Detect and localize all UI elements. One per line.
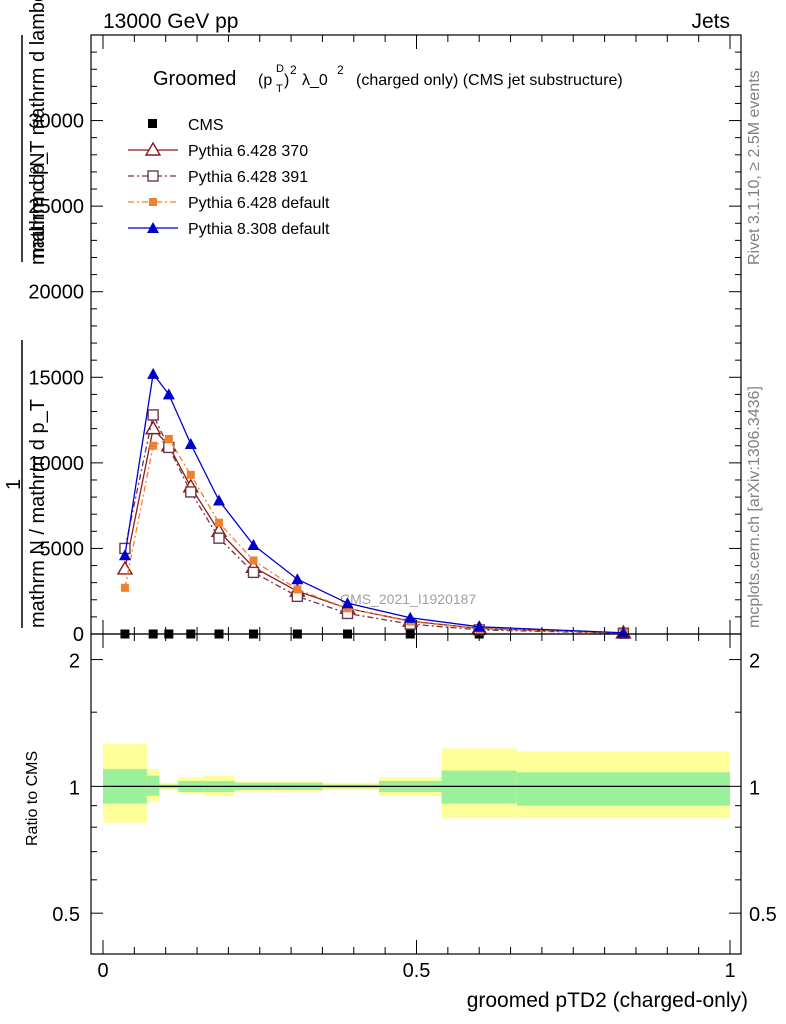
data-point — [184, 438, 197, 450]
data-point — [147, 409, 159, 421]
data-point — [343, 604, 352, 613]
main-y-tick-label: 5000 — [40, 538, 85, 560]
side-rivet-label: Rivet 3.1.10, ≥ 2.5M events — [746, 70, 763, 265]
legend-entry-pythia6-default: Pythia 6.428 default — [128, 195, 330, 212]
main-y-tick-label: 10000 — [28, 453, 84, 475]
x-tick-label: 0 — [97, 960, 108, 982]
data-point — [247, 539, 260, 551]
legend-marker-pythia6-default — [149, 198, 157, 206]
main-y-tick-label: 0 — [73, 624, 84, 646]
main-y-axis-label: mathrm d²N mathrm d p_T mathrm d lambda … — [3, 0, 49, 628]
data-point — [212, 494, 225, 506]
header-left-label: 13000 GeV pp — [103, 10, 238, 33]
analysis-watermark: CMS_2021_I1920187 — [340, 591, 476, 607]
legend-marker-pythia6-370 — [144, 141, 162, 156]
title-d-sup: D — [276, 63, 284, 75]
legend-entry-pythia6-391: Pythia 6.428 391 — [128, 169, 308, 186]
legend-label-pythia6-default: Pythia 6.428 default — [188, 195, 330, 212]
data-point — [249, 556, 258, 565]
data-point — [186, 470, 195, 479]
data-point — [291, 573, 304, 585]
title-close-paren: ) — [284, 72, 289, 89]
ylabel-norm: mathrm N / mathrm d p_T — [27, 399, 49, 628]
ratio-x-axis: 0 0.5 1 — [97, 634, 736, 982]
legend-marker-pythia6-391 — [147, 170, 159, 182]
ratio-band-stat — [441, 770, 517, 804]
ratio-bands — [103, 744, 730, 823]
main-y-axis: 0 5000 10000 15000 20000 25000 30000 — [28, 51, 741, 646]
ylabel-one: 1 — [3, 479, 25, 490]
main-y-tick-label: 30000 — [28, 111, 84, 133]
main-y-tick-label: 25000 — [28, 196, 84, 218]
title-lambda: λ_0 — [302, 72, 328, 89]
series-4 — [118, 367, 630, 638]
main-x-axis — [102, 35, 731, 634]
ylabel-numerator: mathrm d²N — [27, 152, 49, 258]
data-point — [162, 388, 175, 400]
ratio-y-tick-label-right: 2 — [749, 651, 760, 673]
main-y-tick-label: 20000 — [28, 282, 84, 304]
data-point — [473, 620, 486, 632]
side-mcplots-label: mcplots.cern.ch [arXiv:1306.3436] — [746, 386, 763, 628]
data-point — [147, 367, 160, 379]
ratio-y-tick-label: 1 — [69, 777, 80, 799]
ratio-band-stat — [146, 775, 160, 796]
ratio-band-stat — [516, 772, 730, 806]
x-axis-label: groomed pTD2 (charged-only) — [467, 989, 748, 1012]
data-point — [341, 597, 354, 609]
data-point — [247, 566, 260, 579]
title-groomed: Groomed — [153, 68, 236, 90]
x-tick-label: 0.5 — [403, 960, 431, 982]
data-point — [404, 611, 417, 623]
data-point — [164, 434, 173, 443]
title-sup-2a: 2 — [290, 63, 297, 77]
legend-entry-pythia6-370: Pythia 6.428 370 — [128, 141, 308, 160]
data-point — [293, 585, 302, 594]
ylabel-denominator: mathrm d p_T mathrm d lambda — [27, 0, 49, 265]
legend-label-pythia8-default: Pythia 8.308 default — [188, 221, 330, 238]
title-t-sub: T — [276, 83, 283, 95]
legend-label-cms: CMS — [188, 117, 224, 134]
legend-entry-pythia8-default: Pythia 8.308 default — [128, 221, 330, 238]
ratio-y-axis-label: Ratio to CMS — [24, 751, 41, 846]
data-point — [149, 441, 158, 450]
ratio-y-tick-label: 0.5 — [52, 904, 80, 926]
legend-marker-pythia8-default — [147, 222, 159, 233]
plot-title: Groomed (p D T ) 2 λ_0 2 (charged only) … — [153, 63, 623, 95]
legend-entry-cms: CMS — [148, 117, 224, 134]
title-p: (p — [258, 72, 272, 89]
data-point — [144, 420, 162, 435]
legend: CMS Pythia 6.428 370 Pythia 6.428 391 Py… — [128, 117, 330, 238]
ratio-y-tick-label-right: 1 — [749, 777, 760, 799]
legend-label-pythia6-391: Pythia 6.428 391 — [188, 169, 308, 186]
data-point — [213, 532, 225, 544]
x-tick-label: 1 — [724, 960, 735, 982]
data-point — [118, 549, 131, 561]
data-point — [185, 486, 197, 498]
title-sup-2b: 2 — [337, 63, 344, 77]
title-tail: (charged only) (CMS jet substructure) — [356, 72, 623, 89]
ratio-y-tick-label: 2 — [69, 651, 80, 673]
data-point — [617, 626, 630, 638]
main-y-tick-label: 15000 — [28, 367, 84, 389]
ratio-y-tick-label-right: 0.5 — [749, 904, 777, 926]
data-point — [214, 518, 223, 527]
data-point — [120, 583, 129, 592]
legend-marker-cms — [148, 119, 157, 128]
ratio-y-axis: 0.5 0.5 1 1 2 2 — [52, 651, 777, 927]
legend-label-pythia6-370: Pythia 6.428 370 — [188, 143, 308, 160]
header-right-label: Jets — [691, 10, 730, 33]
